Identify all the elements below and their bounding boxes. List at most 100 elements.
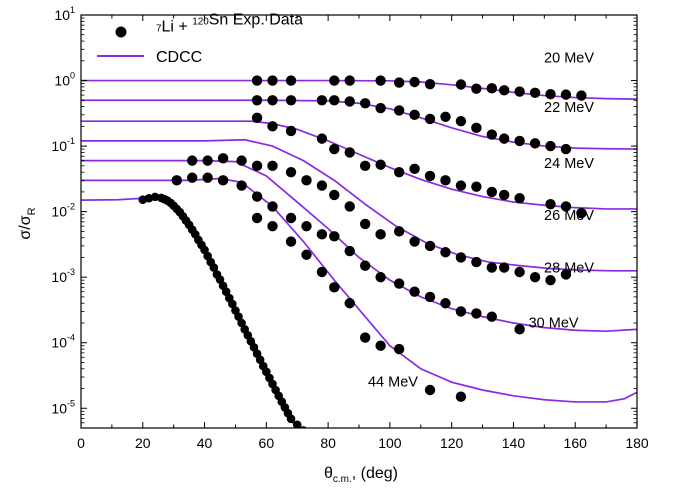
- data-point: [359, 260, 371, 271]
- data-point: [316, 95, 328, 106]
- data-point: [455, 180, 467, 191]
- data-point: [393, 278, 405, 289]
- cdcc-curve-5: [81, 177, 637, 403]
- data-point: [251, 160, 263, 172]
- data-point: [560, 89, 572, 100]
- x-tick-label: 160: [564, 435, 588, 451]
- data-point: [217, 175, 229, 186]
- data-point: [393, 343, 405, 355]
- x-tick-label: 60: [259, 435, 275, 451]
- data-point: [455, 115, 467, 127]
- data-point: [236, 180, 247, 191]
- data-point: [330, 451, 339, 460]
- x-tick-label: 100: [378, 435, 402, 451]
- x-tick-label: 40: [197, 435, 213, 451]
- data-point: [486, 262, 498, 273]
- energy-label: 44 MeV: [368, 374, 418, 390]
- data-point: [375, 271, 386, 283]
- data-point: [486, 83, 498, 94]
- data-point: [424, 78, 436, 90]
- data-point: [424, 170, 436, 182]
- data-point: [359, 332, 371, 343]
- data-point: [187, 172, 198, 183]
- y-axis-label: σ/σR: [17, 207, 38, 239]
- data-point: [301, 249, 312, 260]
- data-point: [187, 155, 198, 166]
- data-point: [529, 138, 541, 149]
- data-point: [486, 129, 498, 140]
- data-point: [545, 88, 556, 100]
- data-point: [375, 229, 386, 240]
- data-point: [409, 163, 420, 175]
- y-tick-label: 100: [54, 71, 75, 89]
- data-point: [498, 133, 510, 144]
- data-point: [455, 306, 467, 317]
- data-point: [393, 166, 405, 178]
- data-point: [344, 75, 355, 86]
- data-point: [440, 298, 451, 309]
- legend-label-cdcc: CDCC: [156, 49, 202, 66]
- data-point: [285, 125, 297, 137]
- x-axis-label: θc.m., (deg): [324, 465, 398, 485]
- data-point: [344, 201, 355, 212]
- data-point: [409, 76, 420, 88]
- data-point: [236, 155, 247, 166]
- data-point: [440, 175, 451, 186]
- data-point: [424, 240, 436, 252]
- data-point: [424, 384, 436, 396]
- data-point: [329, 75, 340, 86]
- x-tick-label: 180: [625, 435, 649, 451]
- cdcc-curve-4: [81, 159, 637, 333]
- y-tick-label: 10-1: [51, 136, 75, 154]
- data-point: [329, 143, 340, 155]
- data-point: [251, 75, 263, 86]
- data-point: [424, 113, 436, 125]
- data-point: [359, 160, 371, 172]
- data-point: [301, 220, 312, 232]
- data-point: [529, 87, 541, 99]
- legend-label-exp: 7Li + 120Sn Exp. Data: [156, 12, 303, 36]
- data-point: [305, 432, 314, 441]
- data-point: [344, 245, 355, 257]
- data-point: [560, 143, 572, 155]
- data-point: [514, 266, 525, 278]
- data-point: [359, 218, 371, 230]
- plot-area: 20 MeV 22 MeV 24 MeV 26 MeV 28 MeV 30 MeV 44 M…: [81, 50, 637, 460]
- data-point: [255, 355, 265, 365]
- x-tick-label: 120: [440, 435, 464, 451]
- energy-label: 20 MeV: [544, 50, 594, 66]
- y-tick-label: 10-4: [51, 333, 75, 351]
- data-point: [498, 85, 510, 96]
- y-tick-label: 101: [54, 5, 75, 23]
- x-tick-label: 20: [135, 435, 151, 451]
- y-tick-label: 10-2: [51, 202, 75, 220]
- data-point: [409, 236, 420, 247]
- energy-label: 26 MeV: [544, 208, 594, 224]
- data-point: [498, 189, 510, 201]
- data-point: [316, 133, 328, 144]
- axes: 0 20 40 60 80 100 120 140 160 180 101 100 10-1 10-2 10…: [51, 5, 648, 451]
- legend-marker-exp: [115, 26, 127, 38]
- data-point: [251, 191, 263, 202]
- data-point: [286, 414, 296, 424]
- data-point: [529, 271, 541, 283]
- data-point: [393, 105, 405, 116]
- data-point: [545, 274, 556, 286]
- data-point: [545, 198, 556, 210]
- data-point: [393, 77, 405, 88]
- data-point: [267, 201, 278, 212]
- data-point: [514, 86, 525, 97]
- energy-label: 30 MeV: [529, 316, 579, 332]
- data-point: [251, 212, 263, 224]
- data-point: [486, 311, 498, 322]
- data-point: [202, 172, 213, 183]
- data-point: [424, 291, 436, 303]
- data-point: [471, 83, 482, 94]
- data-point: [329, 231, 340, 242]
- data-point: [329, 95, 340, 106]
- data-point: [202, 155, 213, 166]
- data-point: [267, 121, 278, 132]
- data-point: [471, 181, 482, 192]
- data-point: [311, 436, 320, 445]
